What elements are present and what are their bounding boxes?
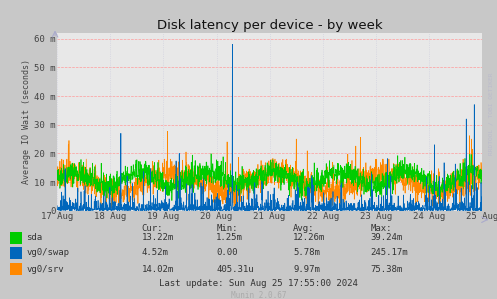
Text: 14.02m: 14.02m [142, 265, 174, 274]
Text: 1.25m: 1.25m [216, 233, 243, 242]
Text: 12.26m: 12.26m [293, 233, 326, 242]
Y-axis label: Average IO Wait (seconds): Average IO Wait (seconds) [22, 59, 31, 184]
Text: vg0/srv: vg0/srv [26, 265, 64, 274]
Text: 39.24m: 39.24m [370, 233, 403, 242]
Text: 5.78m: 5.78m [293, 248, 320, 257]
Title: Disk latency per device - by week: Disk latency per device - by week [157, 19, 382, 32]
Text: Avg:: Avg: [293, 224, 315, 233]
Text: 405.31u: 405.31u [216, 265, 254, 274]
Text: 0.00: 0.00 [216, 248, 238, 257]
Text: RRDTOOL / TOBI OETIKER: RRDTOOL / TOBI OETIKER [489, 72, 494, 155]
Text: 9.97m: 9.97m [293, 265, 320, 274]
Text: 13.22m: 13.22m [142, 233, 174, 242]
Text: 245.17m: 245.17m [370, 248, 408, 257]
Text: 4.52m: 4.52m [142, 248, 168, 257]
Text: sda: sda [26, 233, 42, 242]
Text: vg0/swap: vg0/swap [26, 248, 70, 257]
Text: Max:: Max: [370, 224, 392, 233]
Text: Cur:: Cur: [142, 224, 163, 233]
Text: Last update: Sun Aug 25 17:55:00 2024: Last update: Sun Aug 25 17:55:00 2024 [159, 279, 358, 288]
Text: 75.38m: 75.38m [370, 265, 403, 274]
Text: Munin 2.0.67: Munin 2.0.67 [231, 291, 286, 299]
Text: Min:: Min: [216, 224, 238, 233]
